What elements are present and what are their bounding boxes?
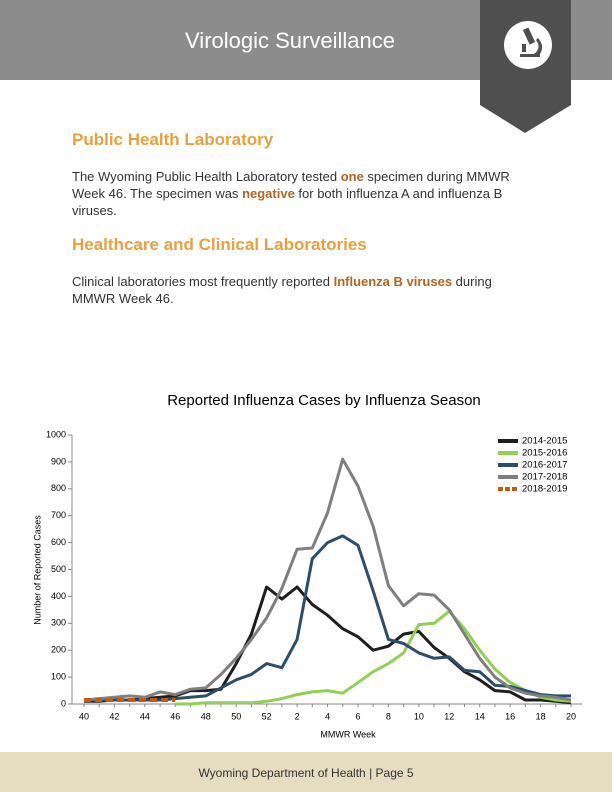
section-heading: Healthcare and Clinical Laboratories [72,235,367,254]
x-tick-label: 12 [444,711,454,721]
x-tick-label: 40 [79,711,89,721]
chart: Reported Influenza Cases by Influenza Se… [32,392,582,739]
section-heading: Public Health Laboratory [72,130,274,149]
y-tick-label: 600 [51,537,66,547]
y-tick-label: 700 [51,510,66,520]
y-tick-label: 500 [51,564,66,574]
header-title: Virologic Surveillance [185,28,395,53]
x-tick-label: 42 [109,711,119,721]
highlight: negative [242,186,295,201]
y-tick-label: 400 [51,591,66,601]
microscope-icon [520,27,543,57]
x-tick-label: 14 [475,711,485,721]
x-tick-label: 18 [536,711,546,721]
x-tick-label: 46 [170,711,180,721]
series-line [83,457,572,702]
x-axis-label: MMWR Week [320,729,376,739]
y-tick-label: 1000 [46,429,66,439]
x-tick-label: 50 [231,711,241,721]
footer-text: Wyoming Department of Health | Page 5 [198,766,414,780]
x-tick-label: 8 [386,711,391,721]
text: for both influenza A and influenza B vir… [72,186,503,218]
text: The Wyoming Public Health Laboratory tes… [72,169,341,184]
x-tick-label: 48 [201,711,211,721]
series-line [84,534,571,702]
header: Virologic Surveillance [0,0,612,133]
x-tick-label: 10 [414,711,424,721]
paragraph: The Wyoming Public Health Laboratory tes… [72,168,522,219]
x-tick-label: 6 [355,711,360,721]
highlight: Influenza B viruses [333,274,453,289]
chart-title: Reported Influenza Cases by Influenza Se… [167,392,481,409]
series-line [175,609,572,706]
legend-label: 2015-2016 [522,448,567,459]
y-tick-label: 800 [51,483,66,493]
legend-label: 2014-2015 [522,436,567,447]
highlight: one [340,169,364,184]
x-tick-label: 16 [505,711,515,721]
x-tick-label: 2 [295,711,300,721]
legend-label: 2017-2018 [522,472,567,483]
legend-label: 2016-2017 [522,460,567,471]
series-line [84,585,572,705]
y-tick-label: 200 [51,645,66,655]
text: during MMWR Week 46. [72,274,492,306]
paragraph: Clinical laboratories most frequently re… [72,273,522,307]
x-tick-label: 4 [325,711,330,721]
legend-label: 2018-2019 [522,484,567,495]
text: specimen during MMWR Week 46. The specim… [72,169,510,201]
y-tick-label: 900 [51,456,66,466]
y-tick-label: 300 [51,618,66,628]
y-tick-label: 0 [61,698,66,708]
y-axis-label: Number of Reported Cases [32,515,42,625]
text: Clinical laboratories most frequently re… [72,274,334,289]
x-tick-label: 20 [566,711,576,721]
x-tick-label: 52 [262,711,272,721]
y-tick-label: 100 [51,671,66,681]
x-tick-label: 44 [140,711,150,721]
footer-band [0,752,612,792]
